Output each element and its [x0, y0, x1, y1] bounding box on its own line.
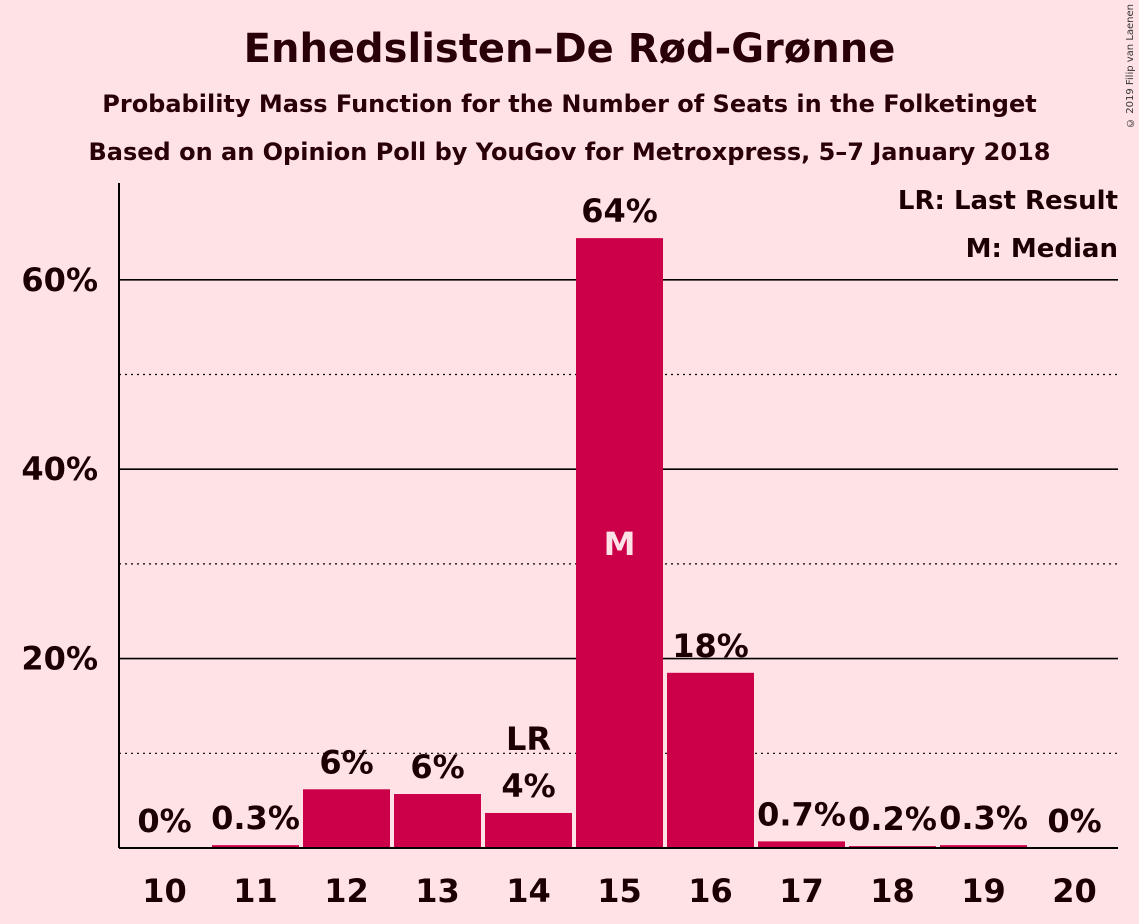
bar	[212, 845, 299, 848]
chart-title: Enhedslisten–De Rød-Grønne	[243, 26, 896, 72]
bars	[212, 238, 1027, 848]
x-tick-label: 17	[779, 872, 824, 910]
bar	[940, 845, 1027, 848]
median-marker: M	[604, 525, 636, 563]
bar	[303, 789, 390, 848]
data-label: 0%	[137, 802, 191, 840]
bar	[576, 238, 663, 848]
legend-last-result: LR: Last Result	[898, 186, 1118, 216]
data-label: 0.2%	[848, 800, 937, 838]
bar	[485, 812, 572, 848]
data-label: 0%	[1047, 802, 1101, 840]
chart-subtitle: Probability Mass Function for the Number…	[102, 90, 1037, 118]
last-result-marker: LR	[506, 720, 551, 758]
x-tick-label: 19	[961, 872, 1006, 910]
bar	[667, 672, 754, 848]
y-tick-label: 60%	[21, 261, 98, 299]
bar	[394, 794, 481, 848]
data-label: 0.3%	[211, 799, 300, 837]
x-tick-label: 16	[688, 872, 733, 910]
data-label: 0.7%	[757, 795, 846, 833]
x-tick-label: 12	[324, 872, 369, 910]
data-label: 6%	[410, 748, 464, 786]
data-label: 6%	[319, 743, 373, 781]
data-label: 4%	[501, 767, 555, 805]
axes: 20% 40% 60% 10 11 12 13 14 15 16 17 18 19 20	[21, 183, 1118, 910]
x-tick-label: 20	[1052, 872, 1097, 910]
x-tick-label: 14	[506, 872, 551, 910]
data-label: 64%	[581, 192, 658, 230]
x-tick-label: 11	[233, 872, 278, 910]
legend-median: M: Median	[966, 234, 1118, 264]
bar	[758, 841, 845, 848]
x-tick-label: 15	[597, 872, 642, 910]
x-tick-label: 18	[870, 872, 915, 910]
data-label: 18%	[672, 627, 749, 665]
y-tick-label: 40%	[21, 450, 98, 488]
chart-subtitle-poll: Based on an Opinion Poll by YouGov for M…	[88, 138, 1051, 166]
y-tick-label: 20%	[21, 640, 98, 678]
x-tick-label: 13	[415, 872, 460, 910]
data-label: 0.3%	[939, 799, 1028, 837]
x-tick-label: 10	[142, 872, 187, 910]
